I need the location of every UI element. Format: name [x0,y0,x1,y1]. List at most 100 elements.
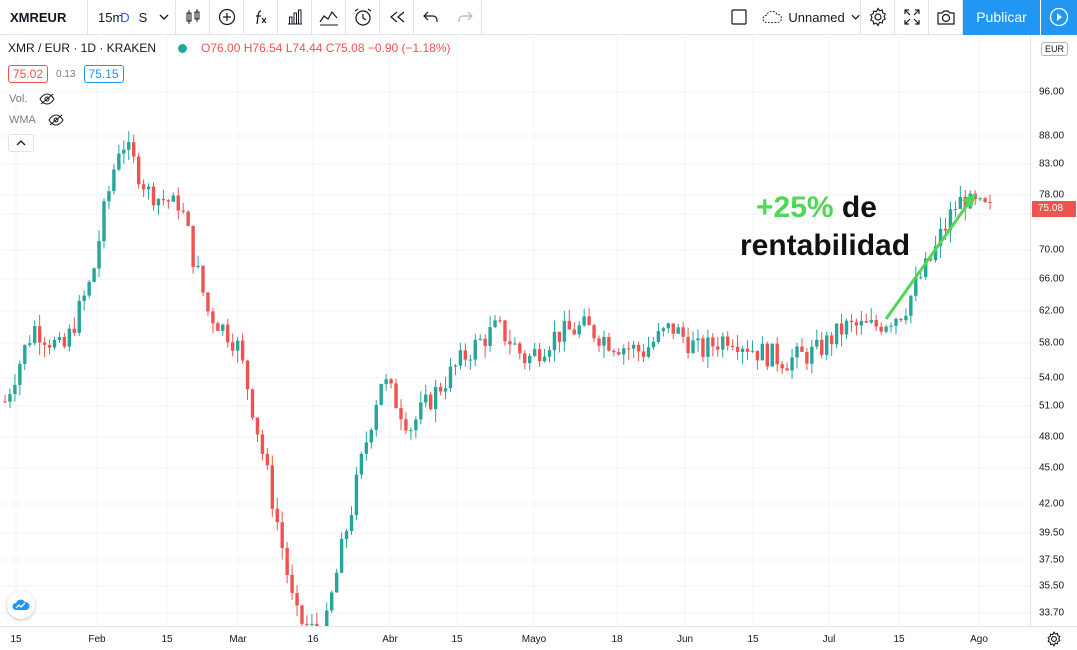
candle-body [631,344,636,349]
candle-body [57,336,62,341]
indicator-volume[interactable]: Vol. [9,93,55,105]
price-tick-label: 83.00 [1039,158,1065,170]
collapse-legend-button[interactable] [8,134,34,152]
symbol-search-button[interactable]: XMREUR [0,0,88,35]
price-axis[interactable]: EUR 96.0088.0083.0078.0074.0070.0066.006… [1030,36,1077,626]
layout-button[interactable] [722,0,756,35]
candle-body [686,336,690,353]
tradingview-logo[interactable] [7,591,35,619]
candle-body [572,329,576,335]
time-axis[interactable]: 15 Feb 15 Mar 16 Abr 15 Mayo 18 Jun 15 Jul 15 Ago [0,626,1077,650]
spread-value: 0.13 [56,68,76,80]
rewind-icon [389,11,404,23]
candle-body [825,335,829,355]
candle-body [805,351,809,364]
chart-grid [0,36,1030,626]
candle-body [161,198,166,201]
price-tick-label: 51.00 [1039,400,1065,412]
candle-body [864,320,868,323]
candle-body [404,419,408,431]
layout-name-button[interactable]: Unnamed [756,0,861,35]
candle-body [226,324,230,343]
time-tick-label: 18 [611,634,623,645]
candle-body [191,225,195,267]
play-button[interactable] [1041,0,1077,35]
candle-body [240,340,245,361]
currency-badge[interactable]: EUR [1041,42,1069,56]
snapshot-button[interactable] [929,0,963,35]
candle-body [523,353,527,364]
candle-body [330,592,334,611]
candle-body [97,241,101,269]
candle-body [231,342,235,351]
fullscreen-button[interactable] [895,0,929,35]
candle-body [127,142,131,150]
candle-body [42,342,47,345]
eye-hidden-icon[interactable] [39,93,55,105]
interval-s-button[interactable]: S [138,9,148,25]
candle-body [92,268,96,282]
candle-body [250,389,255,418]
indicators-button[interactable] [210,0,244,35]
candle-body [186,211,190,226]
candle-body [829,335,834,345]
templates-button[interactable] [312,0,346,35]
candle-body [260,434,265,454]
indicator-wma[interactable]: WMA [9,114,64,126]
candle-body [478,338,482,340]
candle-body [750,350,755,352]
play-circle-icon [1049,7,1069,27]
candle-body [310,623,314,625]
eye-hidden-icon[interactable] [48,114,64,126]
candle-body [483,338,487,346]
alert-button[interactable] [346,0,380,35]
compare-button[interactable] [278,0,312,35]
candle-body [270,465,274,509]
candle-body [800,346,804,352]
ask-price[interactable]: 75.15 [83,65,124,83]
redo-button[interactable] [448,0,482,35]
candle-body [815,339,819,347]
candle-body [770,343,774,367]
price-chart[interactable] [0,36,1030,626]
publish-button[interactable]: Publicar [963,0,1041,35]
candle-body [884,326,888,332]
bid-price[interactable]: 75.02 [8,65,49,83]
candle-body [909,295,913,316]
candle-body [859,320,864,326]
candle-body [463,350,468,360]
annotation-arrow [884,193,976,320]
interval-dropdown-button[interactable] [152,0,176,35]
candle-body [978,198,982,200]
candle-body [869,320,873,323]
plus-circle-icon [218,8,235,26]
arrow-shaft [884,200,972,320]
candle-body [419,402,423,420]
candle-body [607,337,611,351]
candle-body [518,343,522,354]
bar-style-button[interactable] [176,0,210,35]
candle-body [716,346,720,350]
candle-body [498,320,502,322]
time-tick-label: 16 [307,634,319,645]
candle-body [701,338,705,357]
interval-15m-button[interactable]: 15m [98,9,124,25]
undo-button[interactable] [414,0,448,35]
candle-body [552,331,557,351]
candle-body [354,474,359,516]
candle-body [691,340,695,353]
candle-body [389,379,393,384]
candle-body [87,281,91,296]
chart-settings-button[interactable] [861,0,895,35]
candle-body [374,404,378,430]
candle-body [102,201,106,242]
axis-settings-button[interactable] [1046,631,1062,650]
candle-body [755,350,760,361]
alarm-clock-icon [354,8,371,26]
interval-d-button[interactable]: D [120,9,130,25]
candle-body [8,394,12,402]
replay-button[interactable] [380,0,414,35]
fx-button[interactable] [244,0,278,35]
candle-body [364,442,369,454]
candle-body [953,209,958,211]
